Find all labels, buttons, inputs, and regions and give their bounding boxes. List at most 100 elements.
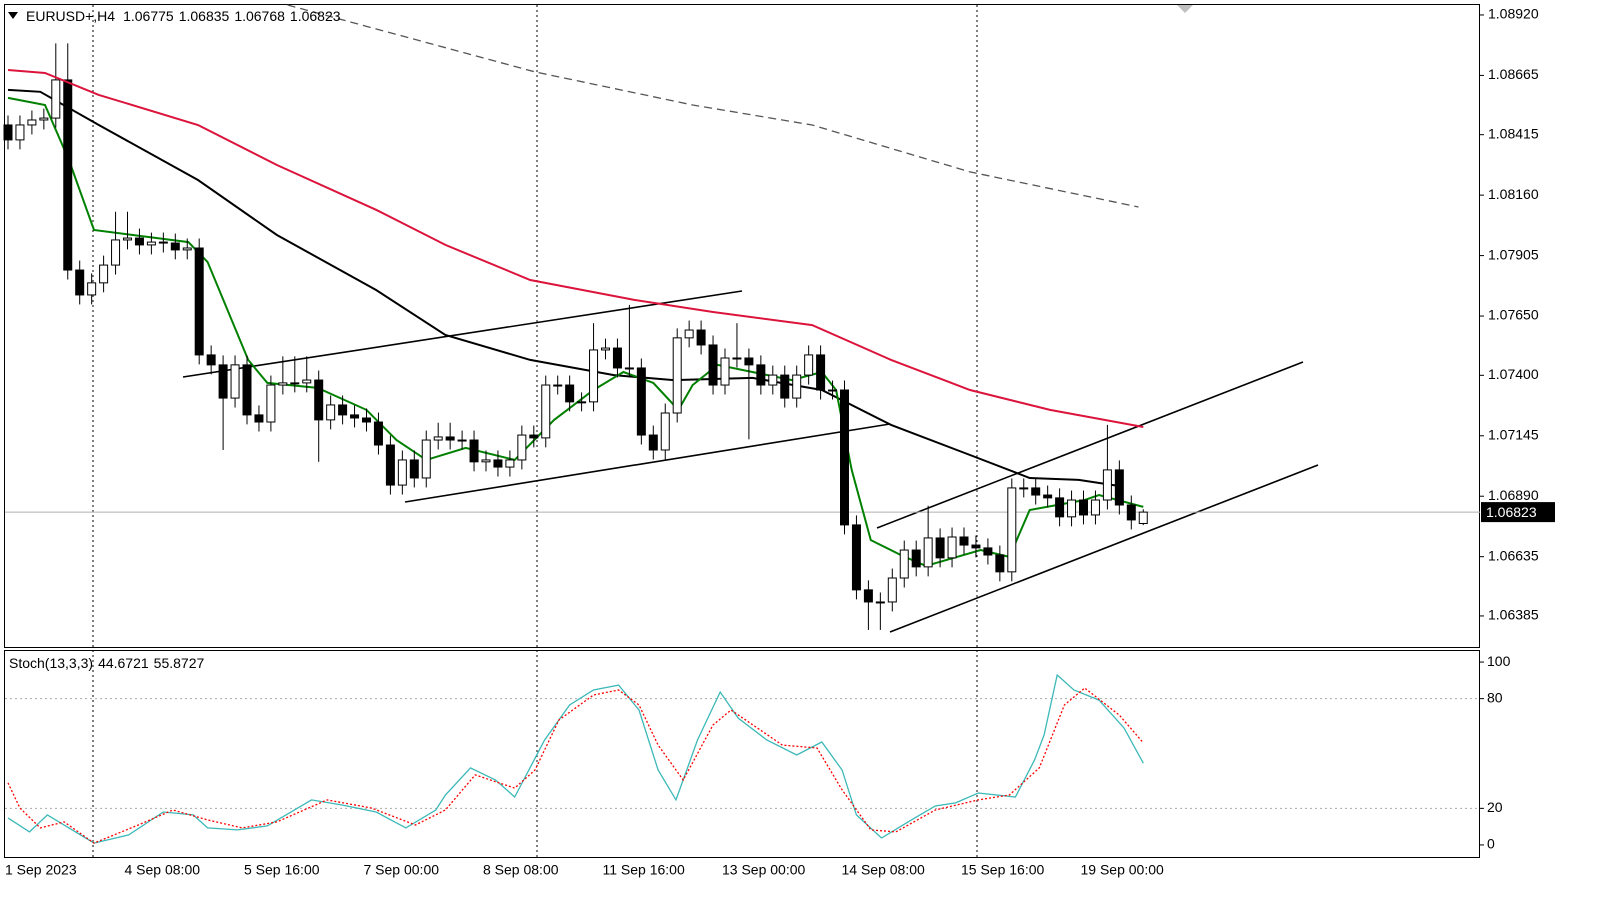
candle-body [947, 536, 957, 559]
candle-body [111, 239, 121, 266]
candle-body [1138, 511, 1148, 524]
header: EURUSD+,H4 1.06775 1.06835 1.06768 1.06823 [26, 8, 341, 24]
y-tick-label: 1.07650 [1488, 307, 1539, 323]
candle-body [493, 459, 503, 468]
y-tick-label: 1.07400 [1488, 366, 1539, 382]
candle-body [314, 379, 324, 421]
candle-body [1067, 499, 1077, 518]
high-value: 1.06835 [179, 8, 230, 24]
low-value: 1.06768 [234, 8, 285, 24]
candle-body [433, 436, 443, 441]
candle-body [660, 412, 670, 451]
candle-body [254, 414, 264, 423]
candle-body [1031, 487, 1041, 496]
stoch-title: Stoch(13,3,3) [9, 655, 93, 671]
candle-body [684, 329, 694, 339]
menu-arrow[interactable] [8, 12, 18, 19]
candle-body [708, 344, 718, 386]
trendline [876, 361, 1304, 529]
stoch-header: Stoch(13,3,3) 44.6721 55.8727 [9, 655, 204, 671]
close-value: 1.06823 [290, 8, 341, 24]
candle-body [828, 389, 838, 392]
candle-body [481, 459, 491, 463]
y-tick-label: 1.06890 [1488, 487, 1539, 503]
candle-body [170, 242, 180, 251]
candle-body [851, 524, 861, 591]
x-tick-label: 19 Sep 00:00 [1081, 862, 1165, 878]
candle-body [505, 459, 515, 468]
x-tick-label: 8 Sep 08:00 [483, 862, 559, 878]
y-tick-label: 1.06635 [1488, 547, 1539, 563]
stoch-line [7, 687, 1144, 844]
candle-body [123, 237, 132, 241]
candle-body [302, 379, 312, 384]
candle-body [194, 247, 204, 356]
y-tick-label: 1.08160 [1488, 186, 1539, 202]
candle-body [134, 237, 144, 246]
candle-body [230, 364, 240, 399]
candle-body [959, 536, 969, 546]
candle-body [338, 404, 348, 416]
candle-body [218, 364, 228, 399]
candle-body [780, 374, 790, 399]
candle-body [242, 364, 252, 416]
candle-body [1019, 487, 1029, 490]
candle-body [1090, 499, 1100, 516]
price-box [1481, 502, 1555, 523]
candle-body [63, 79, 73, 271]
y-tick-label: 1.07905 [1488, 246, 1539, 262]
plot: 1.08920 1.08665 1.08415 1.08160 1.07905 1.076… [3, 4, 1555, 878]
y-tick-label: 1.06385 [1488, 607, 1539, 623]
stoch-tick-label: 20 [1487, 799, 1503, 815]
candle-body [397, 459, 407, 486]
candle-body [1102, 469, 1112, 501]
candle-body [768, 374, 778, 386]
candle-body [469, 439, 479, 463]
candle-body [732, 357, 742, 360]
candle-body [899, 549, 909, 579]
candle-body [445, 436, 455, 441]
ma-line [7, 69, 1144, 428]
x-tick-label: 4 Sep 08:00 [125, 862, 201, 878]
candle-body [636, 367, 646, 436]
candle-body [601, 347, 610, 351]
trendlines [182, 290, 1319, 633]
x-tick-label: 15 Sep 16:00 [961, 862, 1045, 878]
x-tick-label: 7 Sep 00:00 [364, 862, 440, 878]
candle-body [983, 547, 993, 556]
x-tick-label: 5 Sep 16:00 [244, 862, 320, 878]
candle-body [696, 329, 706, 346]
candle-body [158, 241, 168, 244]
stoch-signal-value: 55.8727 [154, 655, 205, 671]
candle-body [1007, 487, 1017, 573]
stoch-tick-label: 100 [1487, 653, 1511, 669]
candle-body [577, 401, 587, 404]
candle-body [290, 382, 300, 385]
candle-body [971, 544, 981, 549]
candle-body [612, 347, 622, 369]
candle-body [75, 269, 85, 296]
candle-body [589, 349, 599, 403]
candle-body [326, 404, 336, 421]
candle-body [362, 417, 371, 423]
candle-body [840, 389, 849, 526]
candle-body [1126, 504, 1136, 521]
candle-body [182, 247, 192, 251]
candle-body [541, 384, 551, 439]
candle-body [457, 439, 467, 442]
candle-body [875, 601, 885, 604]
x-tick-label: 11 Sep 16:00 [603, 862, 685, 878]
candle-body [565, 384, 575, 403]
candle-body [529, 434, 539, 439]
price-box-label: 1.06823 [1486, 504, 1537, 520]
stoch-tick-label: 0 [1487, 836, 1495, 852]
candle-body [99, 264, 109, 284]
y-tick-label: 1.08415 [1488, 125, 1539, 141]
ma-line [7, 88, 1120, 487]
y-tick-label: 1.08920 [1488, 6, 1539, 22]
candle-body [804, 354, 814, 376]
candle-body [206, 354, 216, 366]
x-tick-label: 1 Sep 2023 [5, 862, 77, 878]
candle-body [863, 589, 873, 603]
